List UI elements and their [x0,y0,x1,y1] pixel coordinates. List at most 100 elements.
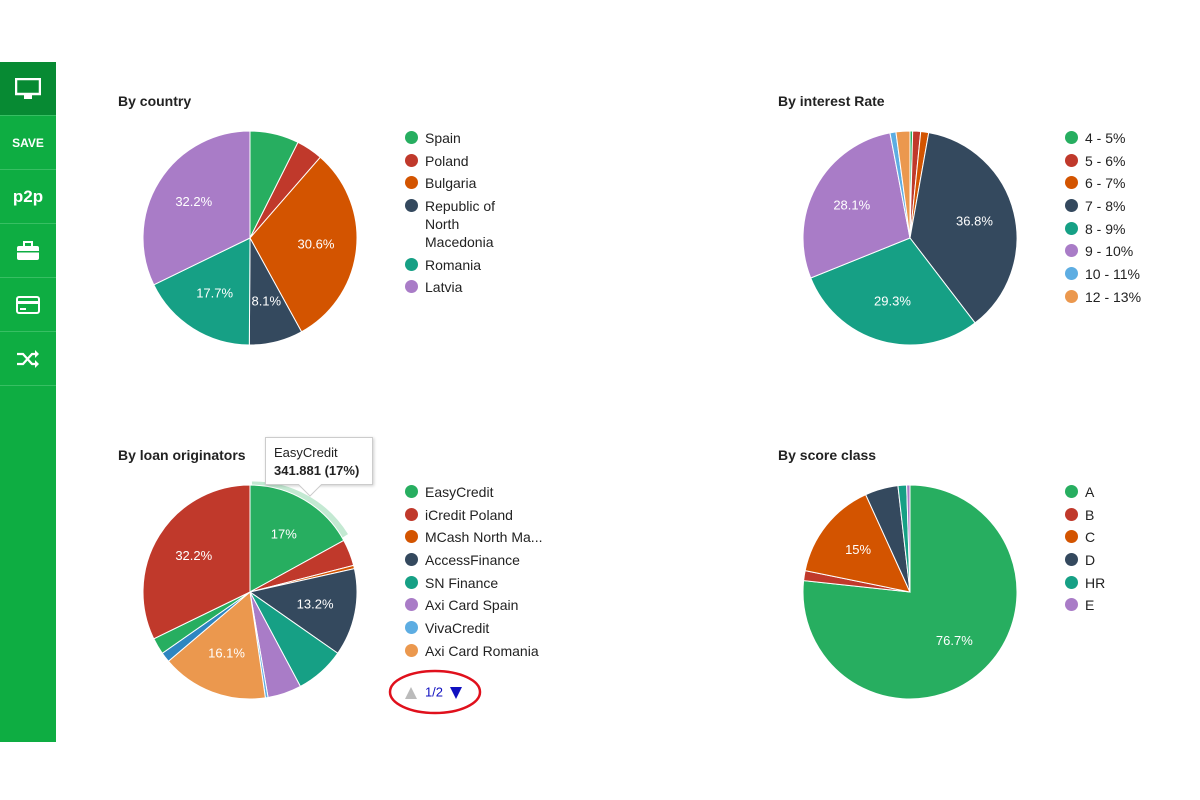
slice-label: 13.2% [297,596,334,611]
chart-title: By loan originators [118,447,246,463]
shuffle-icon[interactable] [0,332,56,386]
legend: 4 - 5% 5 - 6% 6 - 7% 7 - 8% 8 - 9% 9 - 10% 10 … [1065,129,1185,311]
legend-swatch [405,199,418,213]
pie-slice[interactable] [906,484,911,593]
legend-item[interactable]: 8 - 9% [1065,220,1185,238]
legend-item[interactable]: MCash North Ma... [405,528,565,546]
pager-down[interactable] [450,687,462,699]
legend-swatch [405,280,418,294]
legend-item[interactable]: HR [1065,574,1185,592]
legend-swatch [405,621,418,635]
legend-swatch [1065,575,1078,589]
slice-label: 15% [845,542,871,557]
legend-item[interactable]: 7 - 8% [1065,197,1185,215]
pie-slice[interactable] [895,130,911,239]
legend-item[interactable]: Poland [405,152,530,170]
legend-swatch [405,131,418,144]
legend-item[interactable]: 5 - 6% [1065,152,1185,170]
slice-label: 28.1% [833,198,870,213]
pie-slice[interactable] [142,130,251,286]
tooltip: EasyCredit 341.881 (17%) [265,437,373,485]
pie-slice[interactable] [153,237,251,346]
legend-item[interactable]: E [1065,596,1185,614]
legend-label: Bulgaria [425,175,477,192]
legend-item[interactable]: D [1065,551,1185,569]
legend-item[interactable]: Republic of North Macedonia [405,197,530,251]
chart-title: By country [118,93,192,109]
tooltip-text: 341.881 (17%) [274,463,360,478]
legend: EasyCredit iCredit Poland MCash North Ma..… [405,483,565,665]
legend-item[interactable]: Latvia [405,278,530,296]
pie-slice[interactable] [810,237,976,346]
pie-slice[interactable] [909,132,1018,324]
legend-item[interactable]: Bulgaria [405,174,530,192]
legend-label: Republic of North Macedonia [425,198,496,251]
legend-swatch [405,257,418,271]
icon [17,349,39,368]
legend-swatch [405,153,418,167]
pie-slice[interactable] [802,132,911,279]
legend-item[interactable]: 6 - 7% [1065,174,1185,192]
pie-slice[interactable] [248,568,358,654]
card-icon[interactable] [0,278,56,332]
legend-item[interactable]: EasyCredit [405,483,565,501]
p2p-item[interactable]: p2p [0,170,56,224]
highlight-ellipse [388,669,482,715]
legend-label: iCredit Poland [425,506,513,523]
legend-label: 9 - 10% [1085,243,1134,260]
legend-swatch [1065,176,1078,190]
legend-label: HR [1085,574,1106,591]
legend-item[interactable]: 4 - 5% [1065,129,1185,147]
legend-label: C [1085,529,1096,546]
legend-label: Axi Card Spain [425,597,519,614]
legend-item[interactable]: B [1065,506,1185,524]
pie-slice[interactable] [804,493,911,593]
legend-item[interactable]: 12 - 13% [1065,288,1185,306]
pie-slice[interactable] [802,484,1018,700]
pie-slice[interactable] [167,591,266,700]
slice-label: 29.3% [874,293,911,308]
legend-item[interactable]: Axi Card Romania [405,642,565,660]
legend-label: Poland [425,152,469,169]
legend-item[interactable]: iCredit Poland [405,506,565,524]
briefcase-icon[interactable] [0,224,56,278]
legend-item[interactable]: Axi Card Spain [405,596,565,614]
save-item[interactable]: SAVE [0,116,56,170]
legend-swatch [1065,598,1078,612]
legend: A B C D HR E [1065,483,1185,619]
legend-label: EasyCredit [425,484,494,500]
slice-label: 32.2% [175,548,212,563]
monitor-icon[interactable] [0,62,56,116]
legend-item[interactable]: Romania [405,256,530,274]
legend-swatch [405,530,418,544]
legend-item[interactable]: SN Finance [405,574,565,592]
legend-item[interactable]: Spain [405,129,530,147]
legend-item[interactable]: 10 - 11% [1065,265,1185,283]
pie-slice[interactable] [142,484,251,640]
pie-slice[interactable] [249,156,358,333]
slice-label: 76.7% [936,633,973,648]
legend-swatch [405,643,418,657]
legend-item[interactable]: A [1065,483,1185,501]
legend-label: D [1085,552,1096,569]
legend-label: Latvia [425,279,463,296]
legend-item[interactable]: 9 - 10% [1065,242,1185,260]
legend-label: 5 - 6% [1085,152,1126,169]
legend-item[interactable]: VivaCredit [405,619,565,637]
legend: Spain Poland Bulgaria Republic of North Mac… [405,129,530,301]
legend-item[interactable]: AccessFinance [405,551,565,569]
legend-label: 4 - 5% [1085,130,1126,146]
legend-swatch [1065,221,1078,235]
legend-swatch [1065,153,1078,167]
legend-item[interactable]: C [1065,528,1185,546]
pie-slice[interactable] [249,484,345,593]
slice-label: 17% [271,526,297,541]
legend-label: 10 - 11% [1085,266,1140,283]
legend-swatch [1065,244,1078,258]
pager-up[interactable] [405,687,417,699]
chart-title: By score class [778,447,877,463]
legend-label: B [1085,506,1095,523]
